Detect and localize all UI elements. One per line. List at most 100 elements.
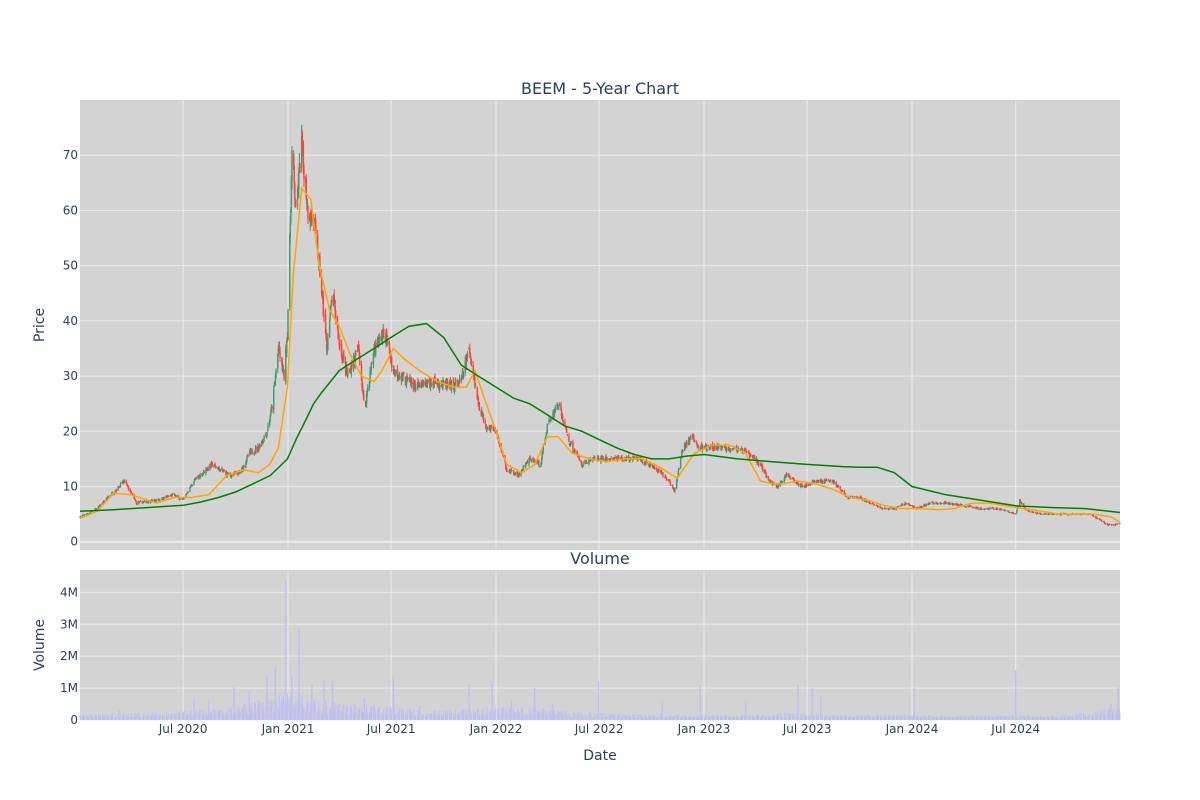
candle-body <box>732 448 734 450</box>
candle-body <box>940 503 942 504</box>
candle-body <box>897 506 900 508</box>
candle-body <box>171 494 174 497</box>
candle-body <box>682 450 684 453</box>
candle-body <box>881 508 883 509</box>
volume-y-tick-label: 2M <box>60 649 78 663</box>
candle-body <box>542 451 544 453</box>
candle-body <box>804 486 807 488</box>
candle-body <box>320 275 323 294</box>
candle-body <box>493 428 495 431</box>
candle-body <box>558 404 560 406</box>
candle-body <box>885 508 888 510</box>
candle-body <box>936 503 939 505</box>
date-x-tick-label: Jan 2023 <box>677 722 731 736</box>
candle-body <box>601 455 604 459</box>
candle-body <box>165 496 167 498</box>
candle-body <box>246 455 249 456</box>
candle-body <box>338 336 340 338</box>
candle-body <box>401 374 404 379</box>
date-x-tick-label: Jul 2024 <box>990 722 1040 736</box>
candle-body <box>887 508 889 510</box>
candle-body <box>588 460 590 464</box>
candle-body <box>840 489 842 491</box>
candle-body <box>574 451 576 453</box>
candle-body <box>83 514 86 516</box>
candle-body <box>266 432 268 437</box>
candle-body <box>343 354 345 360</box>
date-x-tick-label: Jan 2022 <box>469 722 523 736</box>
candle-body <box>83 514 85 515</box>
candle-body <box>269 415 272 419</box>
volume-y-tick-label: 1M <box>60 681 78 695</box>
candle-body <box>977 507 979 510</box>
candle-body <box>997 509 999 510</box>
candle-body <box>504 461 507 468</box>
candle-body <box>151 499 154 502</box>
candle-body <box>694 440 696 443</box>
candle-body <box>147 502 149 504</box>
candle-body <box>793 478 795 482</box>
candle-body <box>292 154 295 170</box>
candle-body <box>632 456 635 459</box>
candle-body <box>670 485 672 486</box>
candle-body <box>685 445 687 448</box>
candle-body <box>282 368 285 371</box>
candle-body <box>334 300 336 306</box>
candle-body <box>478 404 480 406</box>
candle-body <box>720 447 722 450</box>
candle-body <box>218 467 220 469</box>
candle-body <box>649 463 652 465</box>
candle-body <box>186 492 188 494</box>
candle-body <box>194 477 197 480</box>
candle-body <box>949 503 951 505</box>
candle-body <box>548 419 550 423</box>
candle-body <box>434 380 437 384</box>
candle-body <box>1119 523 1121 524</box>
candle-body <box>1033 512 1035 514</box>
candle-body <box>1045 513 1047 515</box>
candle-body <box>89 512 91 514</box>
candle-body <box>258 447 260 451</box>
candle-body <box>800 485 802 487</box>
candle-body <box>315 226 317 234</box>
candle-body <box>746 451 748 453</box>
candle-body <box>506 468 508 472</box>
candle-body <box>1016 508 1019 510</box>
candle-body <box>769 480 772 483</box>
candle-body <box>326 338 328 351</box>
candle-body <box>145 500 147 503</box>
candle-body <box>239 473 241 474</box>
candle-body <box>474 378 476 387</box>
candle-body <box>679 458 682 468</box>
candle-body <box>714 444 716 450</box>
candle-body <box>1098 518 1101 520</box>
price-plot-area <box>80 100 1120 550</box>
candle-body <box>801 484 803 487</box>
volume-y-tick-label: 0 <box>70 713 78 727</box>
candle-body <box>656 470 658 472</box>
candle-body <box>1037 512 1039 514</box>
candle-body <box>872 503 874 505</box>
candle-body <box>618 457 620 459</box>
candle-body <box>465 356 468 366</box>
price-axis-title: Price <box>32 308 48 342</box>
candle-body <box>987 508 990 509</box>
candle-body <box>406 377 409 379</box>
candle-body <box>901 504 904 506</box>
candle-body <box>299 163 301 173</box>
candle-body <box>371 363 373 365</box>
candle-body <box>474 384 477 387</box>
candle-body <box>697 445 700 447</box>
candle-body <box>466 352 469 357</box>
candle-body <box>696 444 698 447</box>
candle-body <box>1034 512 1037 513</box>
candle-body <box>131 493 133 495</box>
candle-body <box>865 500 868 502</box>
candle-body <box>238 472 241 474</box>
candle-body <box>979 509 981 510</box>
candle-body <box>726 447 728 452</box>
candle-body <box>356 349 359 352</box>
candle-body <box>572 441 574 451</box>
candle-body <box>932 502 934 504</box>
candle-body <box>883 508 885 510</box>
